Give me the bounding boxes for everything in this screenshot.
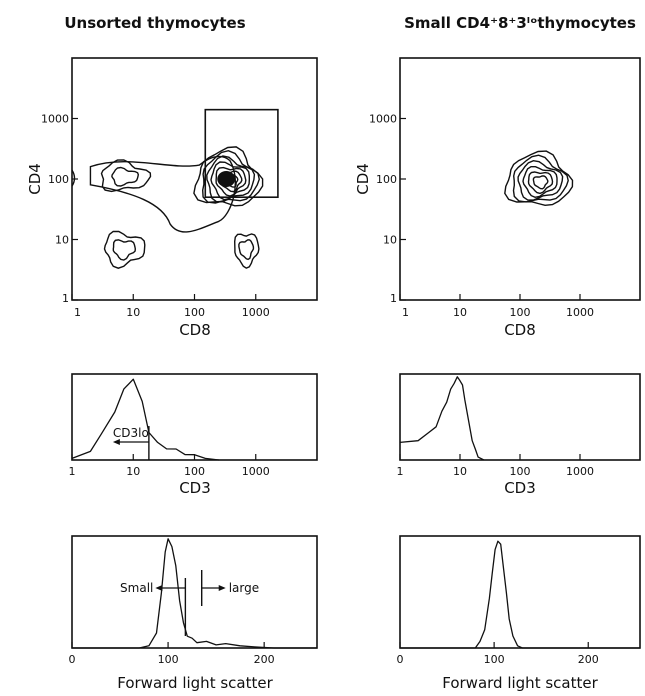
large-arrow-head [218, 585, 226, 591]
x-tick-label: 0 [397, 653, 404, 666]
x-tick-label: 100 [184, 465, 205, 478]
cd3lo-label: CD3lo [113, 426, 149, 440]
x-tick-label: 1 [402, 306, 409, 319]
y-tick-label: 1000 [369, 113, 397, 126]
x-tick-label: 1000 [566, 465, 594, 478]
histogram-curve [72, 538, 317, 649]
x-tick-label: 10 [126, 306, 140, 319]
contour-dp [532, 175, 549, 190]
contour-dn [103, 230, 146, 269]
contour-panel-unsorted: 1 10 100 1000 1 10 100 1000 CD8 CD4 [26, 57, 318, 339]
x-axis-label: Forward light scatter [117, 674, 273, 692]
contour-cd8sp [238, 239, 255, 261]
contour-dn [112, 239, 137, 261]
title-small-dp: Small CD4⁺8⁺3ˡᵒthymocytes [404, 14, 636, 32]
y-tick-label: 1 [390, 292, 397, 305]
contour-core [217, 171, 236, 187]
x-tick-label: 0 [69, 653, 76, 666]
y-tick-label: 10 [383, 234, 397, 247]
plot-frame [399, 373, 641, 461]
contour-dp [193, 146, 264, 207]
x-axis-label: CD8 [504, 321, 536, 339]
contour-streak [89, 155, 237, 233]
y-axis-label: CD4 [26, 163, 44, 195]
y-tick-label: 1 [62, 292, 69, 305]
y-tick-label: 10 [55, 234, 69, 247]
small-label: Small [120, 581, 153, 595]
x-axis-label: Forward light scatter [442, 674, 598, 692]
contour-dp [504, 150, 574, 207]
x-tick-label: 10 [453, 465, 467, 478]
contour-dp [527, 171, 554, 195]
contour-cd4sp [111, 166, 140, 187]
histogram-fsc-sorted: 0 100 200 Forward light scatter [397, 535, 641, 692]
plot-frame [399, 57, 641, 301]
plot-frame [71, 535, 318, 649]
contour-lines [71, 146, 264, 269]
x-tick-label: 1 [69, 465, 76, 478]
x-tick-label: 200 [254, 653, 275, 666]
contour-dp [512, 154, 569, 203]
small-arrow-head [155, 585, 163, 591]
tick-marks [71, 454, 257, 460]
contour-dp [517, 159, 564, 201]
x-tick-label: 1000 [566, 306, 594, 319]
x-tick-label: 1000 [242, 306, 270, 319]
tick-marks [399, 117, 581, 301]
x-axis-label: CD3 [504, 479, 536, 497]
plot-frame [71, 57, 318, 301]
x-tick-label: 100 [484, 653, 505, 666]
x-tick-label: 10 [453, 306, 467, 319]
x-axis-label: CD3 [179, 479, 211, 497]
x-tick-label: 1000 [242, 465, 270, 478]
cd3lo-arrow-head [112, 439, 120, 445]
y-tick-label: 1000 [41, 113, 69, 126]
contour-dp [206, 155, 256, 203]
title-unsorted: Unsorted thymocytes [64, 14, 245, 32]
contour-lines [504, 150, 574, 207]
plot-frame [399, 535, 641, 649]
x-axis-label: CD8 [179, 321, 211, 339]
contour-cd8sp [233, 233, 260, 269]
histogram-cd3-unsorted: 1 10 100 1000 CD3 CD3lo [69, 373, 318, 497]
histogram-curve [71, 378, 219, 461]
histogram-cd3-sorted: 1 10 100 1000 CD3 [397, 373, 641, 497]
x-tick-label: 100 [184, 306, 205, 319]
tick-marks [399, 454, 581, 460]
sort-gate-box [204, 108, 279, 199]
contour-dp [522, 166, 558, 199]
x-tick-label: 10 [126, 465, 140, 478]
x-tick-label: 1 [74, 306, 81, 319]
contour-cd4sp [100, 159, 152, 193]
contour-edge [71, 169, 76, 187]
x-tick-label: 200 [578, 653, 599, 666]
large-label: large [229, 581, 259, 595]
y-axis-label: CD4 [354, 163, 372, 195]
plot-frame [71, 373, 318, 461]
x-tick-label: 100 [510, 306, 531, 319]
contour-panel-small-dp: 1 10 100 1000 1 10 100 1000 CD8 CD4 [354, 57, 641, 339]
tick-marks [399, 642, 589, 648]
y-tick-label: 100 [48, 173, 69, 186]
tick-marks [71, 117, 257, 301]
contour-dp [210, 161, 250, 201]
contour-dp [201, 149, 261, 204]
histogram-curve [399, 376, 485, 461]
x-tick-label: 1 [397, 465, 404, 478]
y-tick-label: 100 [376, 173, 397, 186]
histogram-curve [400, 540, 640, 649]
x-tick-label: 100 [158, 653, 179, 666]
histogram-fsc-unsorted: 0 100 200 Forward light scatter Small la… [69, 535, 318, 692]
contour-dp [215, 166, 247, 197]
x-tick-label: 100 [510, 465, 531, 478]
